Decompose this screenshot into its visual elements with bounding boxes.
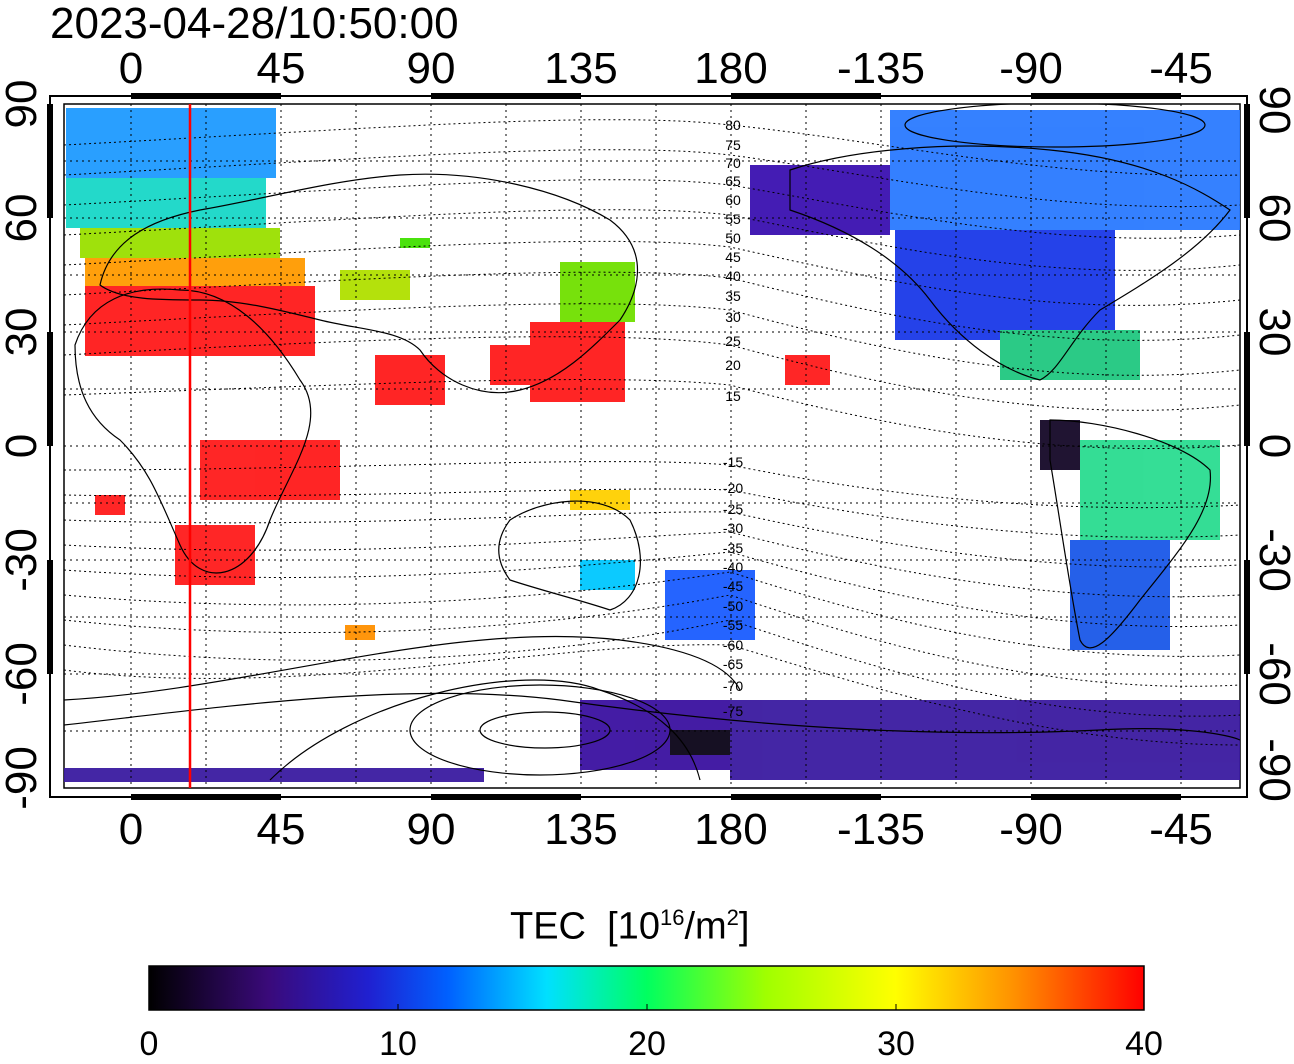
lon-tick-top: -90 <box>999 44 1063 93</box>
lon-tick-top: 90 <box>406 44 456 93</box>
mlat-label: -70 <box>723 678 743 694</box>
lon-tick-bottom: 45 <box>256 805 306 854</box>
lat-tick-left: -30 <box>0 528 46 592</box>
magnetic-latitude-contours <box>64 119 1240 746</box>
mlat-label: 50 <box>725 230 741 246</box>
lat-tick-left: 90 <box>0 79 46 129</box>
colorbar-tick: 0 <box>139 1025 159 1063</box>
lon-tick-bottom: -90 <box>999 805 1063 854</box>
colorbar-title: TEC [1016/m2] <box>510 905 749 949</box>
timestamp: 2023-04-28/10:50:00 <box>50 0 459 48</box>
lon-tick-top: 135 <box>544 44 618 93</box>
mlat-label: -60 <box>723 637 743 653</box>
mlat-label: 75 <box>725 137 741 153</box>
colorbar-unit-mid: /m <box>684 905 727 948</box>
lat-tick-left: 60 <box>0 193 46 243</box>
mlat-label: -45 <box>723 578 743 594</box>
lon-tick-top: -135 <box>836 44 926 93</box>
lon-tick-bottom: 180 <box>694 805 768 854</box>
mlat-label: 40 <box>725 268 741 284</box>
grid-lines <box>64 104 1240 788</box>
axis-tick-bars <box>47 93 1250 800</box>
plot-frame <box>49 95 1248 798</box>
lat-tick-left: -60 <box>0 642 46 706</box>
colorbar-unit-exp: 16 <box>659 905 685 930</box>
mlat-label: 55 <box>725 211 741 227</box>
mlat-label: -25 <box>723 501 743 517</box>
lat-tick-left: 30 <box>0 307 46 357</box>
tec-map: 80 75 70 65 60 55 50 45 40 35 30 25 20 1… <box>47 93 1250 800</box>
mlat-label: 20 <box>725 357 741 373</box>
coastlines <box>64 145 1240 741</box>
mlat-label: -55 <box>723 617 743 633</box>
mlat-label: -40 <box>723 559 743 575</box>
lat-tick-right: 90 <box>1250 85 1294 135</box>
mlat-label: 35 <box>725 288 741 304</box>
lat-tick-right: 60 <box>1250 193 1294 243</box>
colorbar-unit-exp2: 2 <box>726 905 739 930</box>
lat-tick-left: -90 <box>0 746 46 810</box>
mlat-label: -50 <box>723 598 743 614</box>
lon-tick-bottom: 90 <box>406 805 456 854</box>
magnetic-latitude-solid <box>64 104 1206 781</box>
tec-data-layer <box>64 108 1240 782</box>
mlat-label: 70 <box>725 155 741 171</box>
mlat-label: 45 <box>725 249 741 265</box>
lat-tick-right: -90 <box>1250 738 1294 802</box>
colorbar-tick: 30 <box>877 1025 915 1063</box>
colorbar-tick: 10 <box>379 1025 417 1063</box>
lon-tick-bottom: 0 <box>118 805 144 854</box>
colorbar-unit-suffix: ] <box>738 905 750 948</box>
lon-tick-top: -45 <box>1149 44 1213 93</box>
magnetic-latitude-labels: 80 75 70 65 60 55 50 45 40 35 30 25 20 1… <box>723 117 743 719</box>
lon-tick-bottom: 135 <box>544 805 618 854</box>
mlat-label: 25 <box>725 333 741 349</box>
mlat-label: -65 <box>723 656 743 672</box>
lon-tick-top: 180 <box>694 44 768 93</box>
lon-tick-bottom: -45 <box>1149 805 1213 854</box>
colorbar-tick: 20 <box>628 1025 666 1063</box>
lon-tick-bottom: -135 <box>836 805 926 854</box>
mlat-label: -35 <box>723 540 743 556</box>
lat-tick-right: 0 <box>1250 434 1294 458</box>
lat-tick-right: -60 <box>1250 642 1294 706</box>
mlat-label: 60 <box>725 192 741 208</box>
colorbar-svg <box>148 965 1145 1011</box>
mlat-label: -75 <box>723 703 743 719</box>
lat-tick-left: 0 <box>0 433 46 459</box>
mlat-label: 30 <box>725 309 741 325</box>
colorbar-tick: 40 <box>1125 1025 1163 1063</box>
mlat-label: -20 <box>723 480 743 496</box>
mlat-label: 65 <box>725 173 741 189</box>
mlat-label: 15 <box>725 388 741 404</box>
colorbar-unit-prefix: [10 <box>607 905 660 948</box>
lat-tick-right: 30 <box>1250 307 1294 357</box>
lon-tick-top: 0 <box>118 44 144 93</box>
mlat-label: 80 <box>725 117 741 133</box>
lat-tick-right: -30 <box>1250 528 1294 592</box>
colorbar-title-label: TEC <box>510 905 586 948</box>
colorbar-gradient <box>148 965 1145 1011</box>
lon-tick-top: 45 <box>256 44 306 93</box>
mlat-label: -30 <box>723 520 743 536</box>
mlat-label: -15 <box>723 454 743 470</box>
